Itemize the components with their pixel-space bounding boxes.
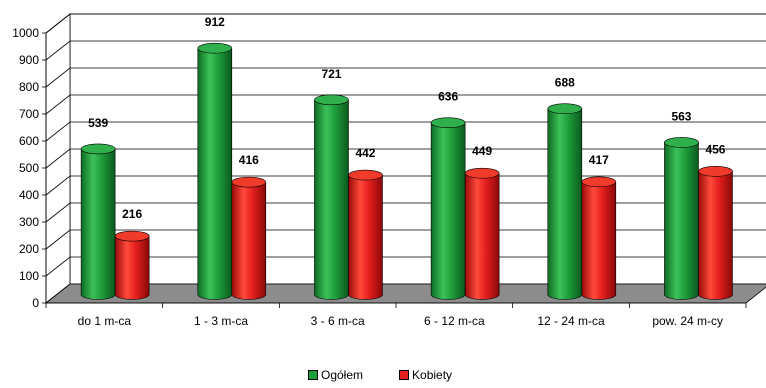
x-tick-label: pow. 24 m-cy <box>652 314 723 328</box>
gridline <box>45 229 766 250</box>
bar-kobiety <box>231 176 267 300</box>
bar-kobiety <box>698 166 733 300</box>
legend: Ogółem Kobiety <box>308 368 452 382</box>
bar-kobiety <box>348 169 383 300</box>
gridline <box>45 256 766 277</box>
gridline <box>45 40 766 61</box>
y-tick-label: 700 <box>19 107 39 121</box>
y-tick-label: 1000 <box>12 26 39 40</box>
x-tick-label: 1 - 3 m-ca <box>194 314 248 328</box>
data-label-ogolem: 539 <box>88 116 108 130</box>
bar-ogolem <box>197 42 233 300</box>
x-tick-label: 3 - 6 m-ca <box>311 314 365 328</box>
bars <box>80 42 733 300</box>
y-tick-label: 100 <box>19 269 39 283</box>
plot-walls <box>44 13 766 304</box>
x-axis: do 1 m-ca 1 - 3 m-ca 3 - 6 m-ca 6 - 12 m-ca… <box>45 302 747 328</box>
data-label-ogolem: 721 <box>321 67 341 81</box>
legend-item-kobiety: Kobiety <box>399 368 452 382</box>
data-label-kobiety: 449 <box>472 144 492 158</box>
y-tick-label: 900 <box>19 53 39 67</box>
bar-kobiety <box>581 176 617 300</box>
legend-swatch-ogolem <box>308 370 318 380</box>
data-label-ogolem: 563 <box>671 109 691 123</box>
legend-label-kobiety: Kobiety <box>412 368 453 382</box>
bar-ogolem <box>430 117 466 300</box>
gridline <box>45 67 766 88</box>
data-labels: 539 216 912 416 721 442 636 449 688 417 563 456 <box>88 15 726 221</box>
y-tick-label: 500 <box>19 161 39 175</box>
data-label-ogolem: 636 <box>438 90 458 104</box>
data-label-ogolem: 912 <box>205 15 225 29</box>
y-tick-label: 0 <box>32 296 39 310</box>
data-label-kobiety: 416 <box>239 153 259 167</box>
data-label-kobiety: 216 <box>122 207 142 221</box>
data-label-kobiety: 456 <box>705 142 725 156</box>
y-tick-label: 200 <box>19 242 39 256</box>
gridline <box>45 148 766 169</box>
legend-label-ogolem: Ogółem <box>321 368 364 382</box>
gridlines <box>45 13 766 277</box>
bar-ogolem <box>314 94 349 300</box>
bar-kobiety <box>464 167 500 300</box>
gridline <box>45 175 766 196</box>
y-tick-label: 300 <box>19 215 39 229</box>
bar-kobiety <box>114 230 150 300</box>
legend-swatch-kobiety <box>399 370 410 380</box>
gridline <box>45 94 766 115</box>
gridline <box>45 202 766 223</box>
legend-item-ogolem: Ogółem <box>308 368 363 382</box>
y-axis: 0 100 200 300 400 500 600 700 800 900 1000 <box>12 26 47 310</box>
data-label-kobiety: 417 <box>589 153 609 167</box>
x-tick-label: 6 - 12 m-ca <box>424 314 485 328</box>
floor <box>44 283 766 304</box>
bar-ogolem <box>80 143 116 300</box>
y-tick-label: 600 <box>19 134 39 148</box>
y-tick-label: 800 <box>19 80 39 94</box>
gridline <box>45 13 766 34</box>
y-tick-label: 400 <box>19 188 39 202</box>
x-tick-label: 12 - 24 m-ca <box>537 314 605 328</box>
gridline <box>45 121 766 142</box>
x-tick-label: do 1 m-ca <box>78 314 132 328</box>
bar-ogolem <box>547 103 583 300</box>
data-label-ogolem: 688 <box>555 76 575 90</box>
data-label-kobiety: 442 <box>355 146 375 160</box>
bar-ogolem <box>664 137 699 300</box>
